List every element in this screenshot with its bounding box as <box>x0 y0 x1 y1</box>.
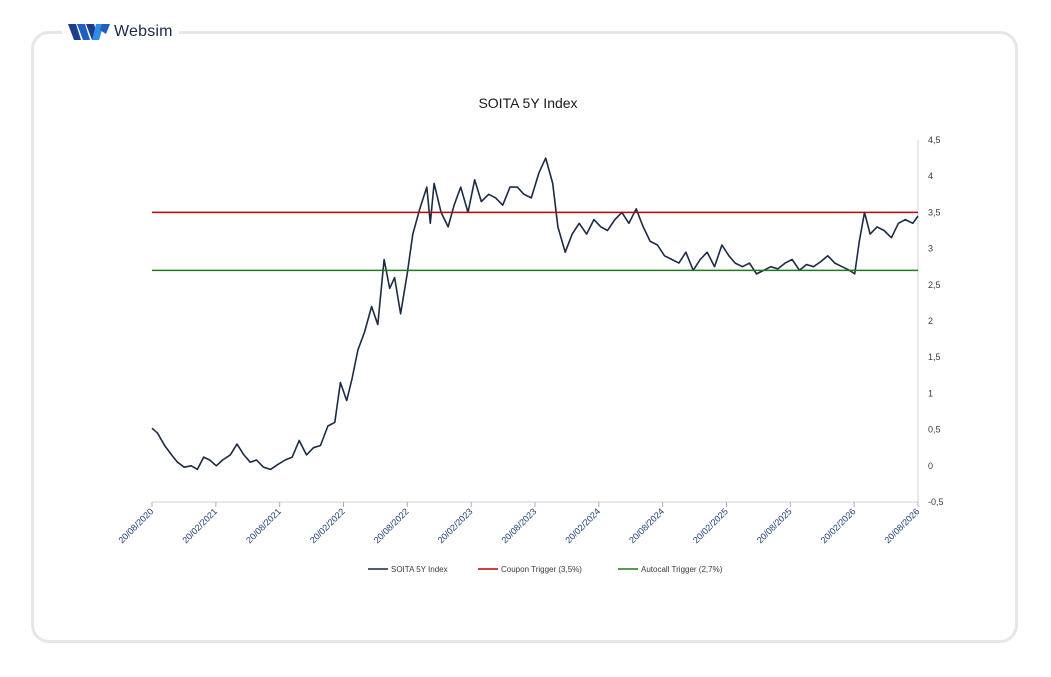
chart-title: SOITA 5Y Index <box>478 95 577 111</box>
index-series-line <box>151 157 919 471</box>
x-tick-label: 20/08/2026 <box>882 506 921 545</box>
y-tick-label: -0,5 <box>928 497 944 507</box>
x-tick-label: 20/08/2025 <box>755 506 794 545</box>
x-tick-label: 20/02/2025 <box>691 506 730 545</box>
x-tick-label: 20/02/2023 <box>436 506 475 545</box>
y-tick-label: 4 <box>928 171 933 181</box>
x-tick-label: 20/02/2021 <box>180 506 219 545</box>
brand-logo[interactable]: Websim <box>62 18 179 46</box>
legend-label: SOITA 5Y Index <box>391 565 448 574</box>
websim-w-logo-icon <box>68 22 110 42</box>
x-tick-label: 20/08/2024 <box>627 506 666 545</box>
x-tick-label: 20/02/2022 <box>308 506 347 545</box>
y-tick-label: 1,5 <box>928 352 941 362</box>
chart-legend: SOITA 5Y Index Coupon Trigger (3,5%) Autoc… <box>368 565 723 574</box>
legend-label: Autocall Trigger (2,7%) <box>641 565 723 574</box>
y-tick-label: 0,5 <box>928 425 941 435</box>
x-tick-label: 20/08/2023 <box>499 506 538 545</box>
x-tick-label: 20/02/2024 <box>563 506 602 545</box>
y-tick-label: 2 <box>928 316 933 326</box>
x-tick-label: 20/08/2020 <box>116 506 155 545</box>
chart-lines <box>151 157 919 471</box>
brand-name: Websim <box>114 23 173 40</box>
y-tick-label: 4,5 <box>928 135 941 145</box>
y-tick-label: 3 <box>928 244 933 254</box>
chart-frame <box>31 31 1018 643</box>
y-tick-label: 2,5 <box>928 280 941 290</box>
y-tick-label: 1 <box>928 388 933 398</box>
y-tick-label: 0 <box>928 461 933 471</box>
y-tick-label: 3,5 <box>928 207 941 217</box>
x-tick-label: 20/08/2022 <box>372 506 411 545</box>
x-tick-label: 20/02/2026 <box>819 506 858 545</box>
legend-label: Coupon Trigger (3,5%) <box>501 565 582 574</box>
x-tick-label: 20/08/2021 <box>244 506 283 545</box>
